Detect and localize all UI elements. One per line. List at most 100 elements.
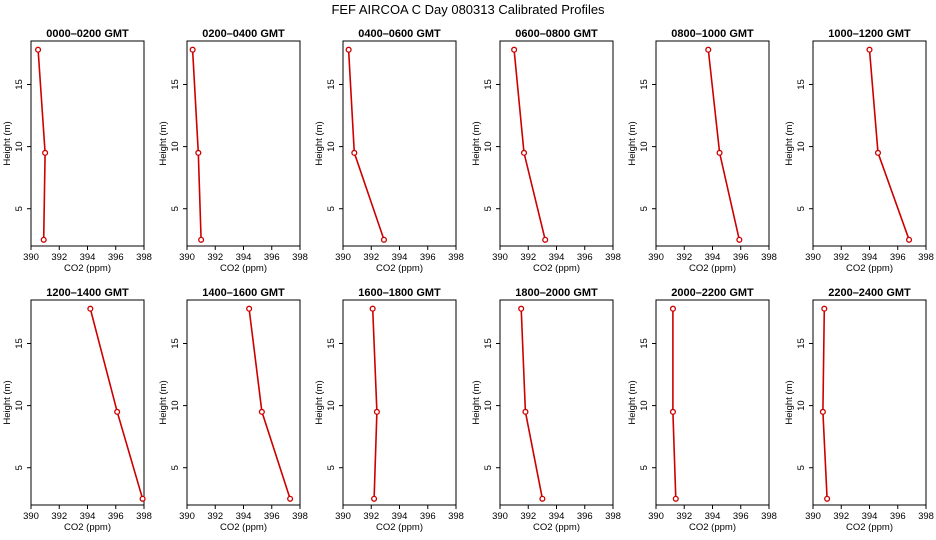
data-point (380, 236, 388, 243)
x-tick-label: 396 (108, 511, 124, 522)
data-point (35, 46, 42, 53)
y-axis-label: Height (m) (471, 121, 482, 165)
x-tick-label: 390 (805, 511, 821, 522)
y-tick-label: 15 (639, 338, 650, 349)
x-tick-label: 396 (577, 252, 593, 263)
x-tick-label: 398 (605, 252, 621, 263)
y-axis-label: Height (m) (2, 380, 13, 424)
panel-title: 2200–2400 GMT (828, 287, 911, 299)
profile-line (520, 308, 544, 499)
profile-line (347, 49, 385, 241)
y-tick-label: 10 (483, 400, 494, 411)
x-tick-label: 392 (207, 252, 223, 263)
panel-title: 1200–1400 GMT (46, 287, 129, 299)
y-tick-label: 15 (326, 79, 337, 90)
plot-frame (342, 299, 457, 506)
y-tick-label: 10 (14, 141, 25, 152)
y-tick-label: 10 (14, 400, 25, 411)
x-axis-label: CO2 (ppm) (689, 263, 736, 274)
plot-frame (342, 40, 457, 247)
y-tick-label: 5 (326, 465, 337, 470)
y-tick-label: 5 (796, 465, 807, 470)
x-tick-label: 396 (420, 511, 436, 522)
y-axis-label: Height (m) (158, 380, 169, 424)
profile-line (248, 308, 291, 500)
x-tick-label: 398 (918, 252, 934, 263)
x-tick-label: 394 (862, 511, 878, 522)
y-axis-label: Height (m) (784, 121, 795, 165)
y-tick-label: 5 (170, 206, 181, 211)
data-point (542, 236, 549, 243)
y-tick-label: 10 (326, 141, 337, 152)
x-tick-label: 398 (761, 252, 777, 263)
data-point (114, 408, 121, 415)
plot-frame (30, 40, 145, 247)
data-point (669, 408, 676, 415)
x-axis-label: CO2 (ppm) (376, 263, 423, 274)
profile-panel: 1800–2000 GMT 390 392 394 396 398 5 10 15 CO2 (pp… (471, 287, 621, 533)
x-tick-label: 390 (335, 252, 351, 263)
x-tick-label: 392 (520, 252, 536, 263)
x-tick-label: 392 (363, 511, 379, 522)
profile-line (672, 308, 677, 499)
panel-title: 1400–1600 GMT (202, 287, 285, 299)
x-tick-label: 394 (80, 511, 96, 522)
y-tick-label: 10 (639, 400, 650, 411)
profile-panel: 2000–2200 GMT 390 392 394 396 398 5 10 15 CO2 (pp… (627, 287, 777, 533)
y-tick-label: 15 (483, 338, 494, 349)
plot-frame (812, 40, 927, 247)
data-point (511, 46, 518, 53)
x-axis-label: CO2 (ppm) (220, 263, 267, 274)
x-tick-label: 392 (51, 511, 67, 522)
y-axis-label: Height (m) (2, 121, 13, 165)
profile-line (707, 49, 741, 240)
data-point (195, 149, 202, 156)
profile-line (868, 49, 910, 241)
plot-frame (499, 299, 614, 506)
y-tick-label: 10 (170, 141, 181, 152)
y-tick-label: 15 (326, 338, 337, 349)
y-axis-label: Height (m) (784, 380, 795, 424)
x-axis-label: CO2 (ppm) (533, 263, 580, 274)
x-tick-label: 394 (549, 252, 565, 263)
x-tick-label: 396 (733, 511, 749, 522)
y-tick-label: 5 (639, 465, 650, 470)
x-axis-label: CO2 (ppm) (220, 522, 267, 533)
x-tick-label: 390 (179, 252, 195, 263)
data-point (821, 305, 828, 312)
y-tick-label: 10 (796, 400, 807, 411)
data-point (866, 46, 873, 53)
x-axis-label: CO2 (ppm) (846, 522, 893, 533)
profile-panel: 0800–1000 GMT 390 392 394 396 398 5 10 15 CO2 (pp… (627, 28, 777, 274)
data-point (874, 149, 882, 156)
data-point (258, 408, 265, 415)
panel-grid: 0000–0200 GMT 390 392 394 396 398 5 10 15 CO2 (pp… (2, 28, 934, 533)
data-point (736, 236, 743, 243)
x-tick-label: 398 (448, 252, 464, 263)
x-tick-label: 390 (648, 252, 664, 263)
x-tick-label: 392 (676, 511, 692, 522)
x-tick-label: 390 (335, 511, 351, 522)
y-tick-label: 5 (14, 465, 25, 470)
x-tick-label: 392 (520, 511, 536, 522)
y-tick-label: 5 (170, 465, 181, 470)
y-tick-label: 5 (483, 465, 494, 470)
x-tick-label: 396 (264, 511, 280, 522)
profile-line (513, 49, 546, 240)
panel-title: 1800–2000 GMT (515, 287, 598, 299)
y-tick-label: 15 (796, 338, 807, 349)
data-point (705, 46, 712, 53)
x-tick-label: 398 (448, 511, 464, 522)
x-axis-label: CO2 (ppm) (533, 522, 580, 533)
x-tick-label: 396 (420, 252, 436, 263)
data-point (369, 305, 376, 312)
x-tick-label: 398 (761, 511, 777, 522)
panel-title: 1600–1800 GMT (358, 287, 441, 299)
plot-frame (655, 40, 770, 247)
x-tick-label: 398 (605, 511, 621, 522)
x-tick-label: 394 (392, 252, 408, 263)
data-point (189, 46, 196, 53)
y-tick-label: 15 (14, 79, 25, 90)
x-tick-label: 394 (705, 252, 721, 263)
